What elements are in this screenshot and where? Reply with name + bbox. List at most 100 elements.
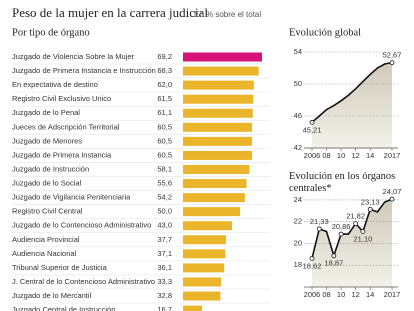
bar [183,164,250,174]
point [360,229,366,234]
bar [183,150,253,160]
x-tick-label: 12 [351,290,359,299]
bar [183,94,254,104]
bar [183,52,262,62]
y-tick-label: 24 [294,195,302,204]
category-label: J. Central de lo Contencioso Administrat… [12,277,155,286]
category-label: Juzgado de Instrucción [12,164,89,173]
value-label: 52,67 [383,51,402,60]
line-title: Evolución global [289,27,361,38]
bar [183,108,253,118]
value-label: 21,82 [346,212,365,221]
value-label: 36,1 [157,263,172,272]
bar [183,221,233,231]
value-label: 60,5 [157,150,172,159]
y-tick-label: 54 [294,47,302,56]
value-label: 61,5 [157,94,172,103]
bar [183,136,253,146]
category-label: Juzgado de Primera Instancia [12,150,112,159]
category-label: Juzgado de Primera Instancia e Instrucci… [12,66,156,75]
bar [183,179,247,189]
point [316,226,322,232]
value-label: 23,13 [361,197,380,206]
value-label: 60,5 [157,136,172,145]
value-label: 21,10 [354,234,373,243]
category-label: En expectativa de destino [12,80,98,89]
value-label: 18,87 [324,259,343,268]
category-label: Juzgado de lo Mercantil [12,291,92,300]
x-tick-label: 10 [337,290,345,299]
category-label: Tribunal Superior de Justicia [12,263,108,272]
area [312,62,392,148]
y-tick-label: 20 [294,238,302,247]
category-label: Juzgado Central de Instrucción [12,305,115,311]
y-tick-label: 46 [294,111,302,120]
value-label: 69,2 [157,52,172,61]
bar [183,207,241,217]
x-tick-label: 2006 [304,151,321,160]
value-label: 55,6 [157,179,172,188]
x-tick-label: 2006 [304,290,321,299]
category-label: Juzgado de Menores [12,136,82,145]
bar [183,122,253,132]
value-label: 37,1 [157,249,172,258]
value-label: 62,0 [157,80,172,89]
bar-title: Por tipo de órgano [12,27,90,38]
value-label: 18,62 [303,261,322,270]
bar [183,193,245,203]
y-tick-label: 22 [294,217,302,226]
point [309,256,315,261]
bar [183,249,226,259]
x-tick-label: 10 [337,151,345,160]
bar [183,80,254,90]
point [353,221,359,227]
value-label: 54,2 [157,193,172,202]
point [389,60,395,66]
bar [183,66,259,76]
line-title: Evolución en los órganos centrales* [289,171,396,194]
bar [183,263,225,273]
value-label: 33,3 [157,277,172,286]
category-label: Juzgado de lo Contencioso Administrativo [12,221,151,230]
page-subtitle: En % sobre el total [194,10,261,19]
line [311,61,393,123]
x-tick-label: 14 [366,290,374,299]
x-tick-label: 2017 [384,290,401,299]
page-title: Peso de la mujer en la carrera judicial [12,5,208,20]
category-label: Registro Civil Central [12,207,83,216]
line [311,198,393,259]
point [309,119,315,125]
x-tick-label: 12 [351,151,359,160]
category-label: Juzgado de lo Penal [12,108,80,117]
value-label: 60,5 [157,122,172,131]
x-tick-label: 2017 [384,151,401,160]
value-label: 21,33 [310,217,329,226]
category-label: Jueces de Adscripción Territorial [12,122,120,131]
bar [183,235,227,245]
category-label: Juzgado de Vigilancia Penitenciaria [12,193,131,202]
value-label: 32,8 [157,291,172,300]
value-label: 61,1 [157,108,172,117]
category-label: Registro Civil Exclusivo Unico [12,94,111,103]
value-label: 66,3 [157,66,172,75]
value-label: 58,1 [157,164,172,173]
category-label: Audiencia Provincial [12,235,80,244]
x-tick-label: 14 [366,151,374,160]
point [331,253,337,259]
bar [183,277,222,287]
bar [183,305,203,311]
value-label: 16,7 [157,305,172,311]
value-label: 20,86 [332,222,351,231]
value-label: 37,7 [157,235,172,244]
value-label: 24,07 [383,187,402,196]
point [338,231,344,237]
y-tick-label: 50 [294,79,302,88]
value-label: 45,21 [303,125,322,134]
point [367,206,373,212]
value-label: 43,0 [157,221,172,230]
category-label: Juzgado de lo Social [12,179,82,188]
y-tick-label: 42 [294,143,302,152]
point [389,196,395,202]
